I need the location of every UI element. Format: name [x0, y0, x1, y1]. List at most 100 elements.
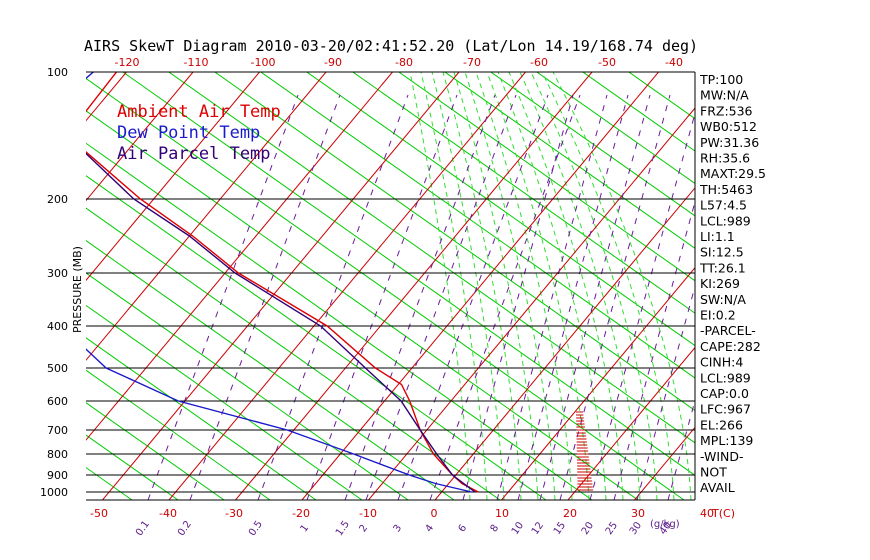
moist-adiabats	[409, 72, 692, 500]
mixing-ratio-label: 0.2	[176, 519, 194, 538]
stat-item: TT:26.1	[699, 260, 746, 275]
moist-adiabat-line	[431, 72, 505, 500]
stat-item: AVAIL	[700, 480, 735, 495]
legend-entry: Ambient Air Temp	[117, 102, 281, 122]
isotherm-line	[434, 187, 695, 500]
mixing-ratio-line	[517, 94, 629, 500]
stat-item: KI:269	[700, 276, 740, 291]
top-tick-label: -90	[324, 56, 342, 69]
dry-adiabat-line	[86, 142, 593, 500]
mixing-ratio-label: 3	[392, 523, 405, 535]
legend-entry: Air Parcel Temp	[117, 144, 271, 164]
moist-adiabat-line	[453, 72, 539, 500]
stat-item: RH:35.6	[700, 151, 750, 166]
isotherm-line	[102, 72, 460, 500]
mixing-ratio-label: 0.1	[134, 519, 152, 538]
pressure-tick-label: 700	[47, 424, 68, 437]
stat-item: L57:4.5	[700, 198, 747, 213]
dry-adiabat-line	[86, 304, 363, 500]
top-tick-label: -70	[463, 56, 481, 69]
stat-item: LCL:989	[700, 213, 751, 228]
mixing-ratio-lines	[147, 94, 695, 500]
dry-adiabat-line	[535, 72, 695, 185]
dry-adiabat-line	[0, 70, 40, 500]
chart-title: AIRS SkewT Diagram 2010-03-20/02:41:52.2…	[84, 37, 698, 55]
stat-item: PW:31.36	[700, 135, 759, 150]
moist-adiabat-line	[442, 72, 522, 500]
mixing-ratio-line	[613, 199, 695, 500]
isotherm-line	[86, 72, 260, 282]
bottom-tick-label: -20	[292, 507, 310, 520]
top-tick-label: -40	[665, 56, 683, 69]
stat-item: WB0:512	[700, 119, 757, 134]
isotherm-line	[567, 346, 695, 500]
mixing-ratio-label: 12	[530, 520, 546, 537]
mixing-ratio-label: 2	[358, 523, 371, 535]
top-tick-label: -60	[530, 56, 548, 69]
moist-adiabat-line	[486, 72, 590, 500]
stat-item: LI:1.1	[700, 229, 735, 244]
dry-adiabat-line	[213, 72, 695, 412]
mixing-ratio-line	[306, 94, 458, 500]
moist-adiabat-line	[409, 72, 471, 500]
pressure-tick-label: 900	[47, 469, 68, 482]
mixing-ratio-label: 10	[510, 520, 526, 537]
isotherm-line	[368, 107, 695, 500]
stat-item: MPL:139	[700, 433, 753, 448]
pressure-tick-label: 500	[47, 362, 68, 375]
isotherm-line	[501, 266, 695, 500]
dry-adiabat-line	[86, 272, 409, 500]
cape-hatching	[576, 411, 594, 491]
mixing-ratio-label: 20	[580, 520, 596, 537]
mixing-ratio-label: 6	[457, 523, 470, 535]
legend-entry: Dew Point Temp	[117, 123, 260, 143]
bottom-tick-label: -40	[159, 507, 177, 520]
stat-item: LCL:989	[700, 370, 751, 385]
pressure-tick-label: 200	[47, 193, 68, 206]
moist-adiabat-line	[519, 72, 641, 500]
mixing-ratio-label: 25	[604, 520, 620, 537]
dry-adiabat-line	[581, 72, 695, 152]
stat-item: -WIND-	[700, 449, 744, 464]
stat-item: CINH:4	[700, 355, 743, 370]
dry-adiabat-line	[351, 72, 695, 314]
mixing-ratio-line	[559, 94, 671, 500]
pressure-tick-label: 400	[47, 320, 68, 333]
dry-adiabat-line	[86, 337, 317, 500]
bottom-tick-label: -30	[225, 507, 243, 520]
dry-adiabat-line	[305, 72, 695, 347]
bottom-temperature-ticks: -50 -40 -30 -20 -10 0 10 20 30 40T(C)	[90, 507, 735, 520]
moist-adiabat-line	[530, 72, 658, 500]
bottom-tick-label: 20	[563, 507, 577, 520]
stat-item: EL:266	[700, 417, 743, 432]
pressure-tick-label: 300	[47, 267, 68, 280]
dry-adiabat-line	[86, 175, 547, 500]
dry-adiabat-line	[86, 402, 225, 500]
moist-adiabat-line	[420, 72, 488, 500]
top-temperature-ticks: -120 -110 -100 -90 -80 -70 -60 -50 -40	[115, 56, 683, 69]
isotherm-line	[86, 72, 194, 202]
pressure-tick-label: 1000	[40, 486, 68, 499]
bottom-unit-label: T(C)	[711, 507, 735, 520]
stats-panel: TP:100MW:N/AFRZ:536WB0:512PW:31.36RH:35.…	[699, 72, 766, 495]
dry-adiabat-line	[443, 72, 695, 249]
dry-adiabat-line	[259, 72, 695, 379]
bottom-tick-label: 10	[495, 507, 509, 520]
stat-item: SW:N/A	[700, 292, 746, 307]
isotherms	[86, 72, 695, 500]
moist-adiabat-line	[552, 72, 692, 500]
bottom-tick-label: -10	[359, 507, 377, 520]
isotherm-line	[168, 72, 526, 500]
background-lines	[0, 70, 695, 500]
top-tick-label: -120	[115, 56, 140, 69]
moist-adiabat-line	[541, 72, 675, 500]
mixing-ratio-line	[365, 94, 517, 500]
stat-item: CAP:0.0	[700, 386, 749, 401]
mixing-ratio-line	[496, 94, 608, 500]
series-line	[86, 152, 476, 493]
pressure-tick-label: 100	[47, 66, 68, 79]
isotherm-line	[301, 72, 659, 500]
isotherm-line	[235, 72, 593, 500]
mixing-ratio-label: 1.5	[334, 519, 352, 538]
mixing-ratio-label: 15	[552, 520, 568, 537]
